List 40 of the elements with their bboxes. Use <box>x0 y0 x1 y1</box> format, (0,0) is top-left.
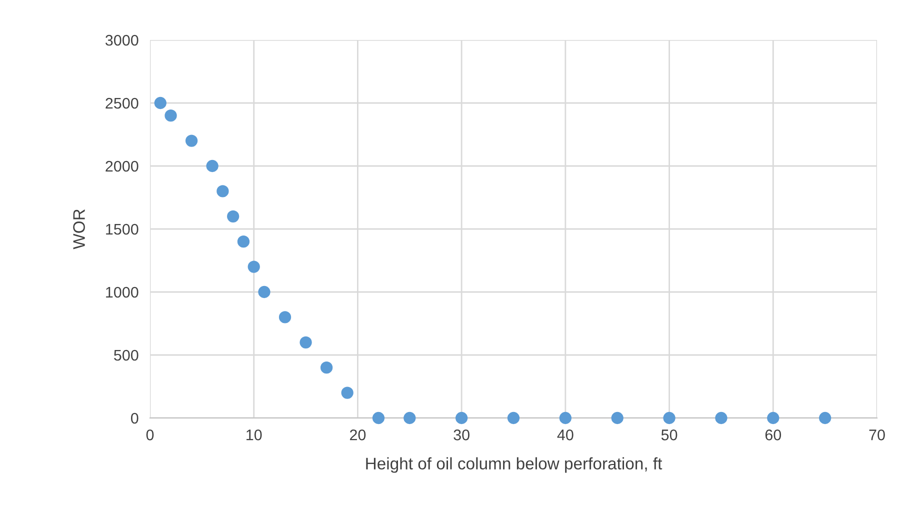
x-tick-label: 10 <box>246 430 262 440</box>
y-tick-label: 2000 <box>106 160 138 172</box>
x-tick-label: 60 <box>765 430 782 440</box>
point <box>164 110 177 122</box>
x-tick-label: 40 <box>557 430 574 440</box>
y-tick-label: 500 <box>114 350 138 361</box>
x-axis-title: Height of oil column below perforation, ft <box>366 457 662 473</box>
x-tick-label: 50 <box>661 430 678 440</box>
point <box>206 160 218 172</box>
point <box>300 336 312 348</box>
point <box>227 210 240 222</box>
point <box>611 412 624 424</box>
point <box>372 412 385 424</box>
y-tick-label: 3000 <box>105 34 138 46</box>
point <box>154 96 166 110</box>
point <box>818 412 832 424</box>
point <box>320 362 333 374</box>
y-axis-title: WOR <box>73 209 85 250</box>
y-tick-label: 2500 <box>106 98 138 109</box>
point <box>767 412 780 424</box>
point <box>455 412 468 424</box>
point <box>663 412 676 424</box>
point <box>185 134 198 147</box>
point <box>559 412 572 424</box>
point <box>715 412 728 424</box>
point <box>507 412 520 424</box>
y-tick-label: 0 <box>130 412 138 424</box>
point <box>216 185 229 198</box>
point <box>258 286 270 298</box>
point <box>278 311 292 324</box>
point <box>404 412 416 424</box>
x-tick-label: 0 <box>146 430 154 440</box>
x-tick-label: 30 <box>454 430 470 440</box>
point <box>341 386 354 399</box>
point <box>248 260 260 273</box>
y-tick-label: 1500 <box>106 224 138 235</box>
point <box>237 236 250 248</box>
x-tick-label: 20 <box>350 430 366 440</box>
x-tick-label: 70 <box>869 430 885 440</box>
y-tick-label: 1000 <box>106 286 138 298</box>
